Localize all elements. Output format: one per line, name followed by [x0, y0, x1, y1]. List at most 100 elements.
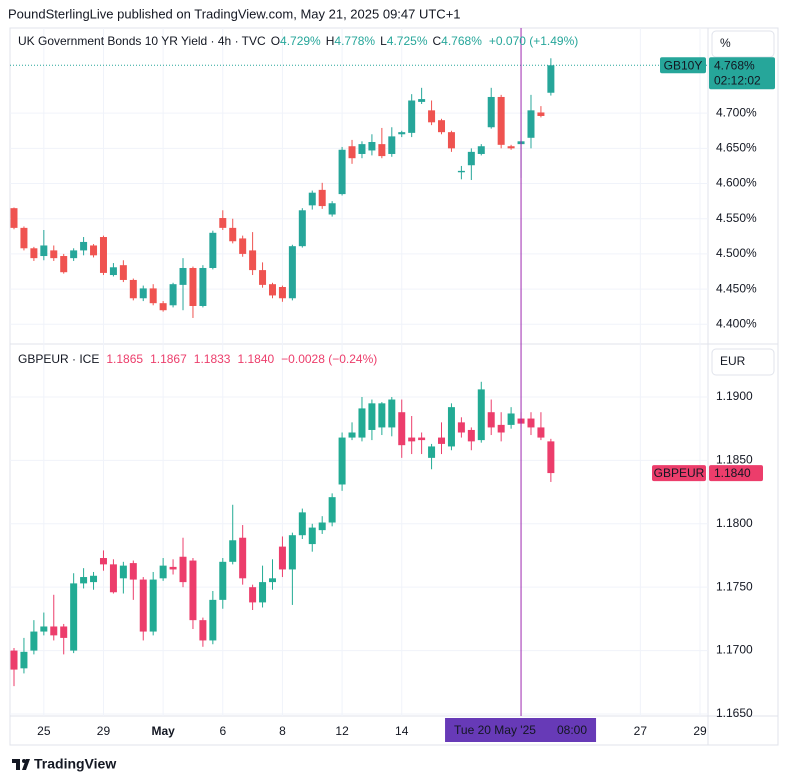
candle-body	[487, 96, 495, 128]
grid	[10, 28, 708, 716]
candle-body	[328, 497, 336, 523]
footer-brand: TradingView	[34, 756, 116, 772]
candle-body	[467, 429, 475, 442]
candle-body	[268, 284, 276, 296]
candle-body	[378, 403, 386, 428]
y-tick-label: 1.1750	[716, 579, 753, 593]
candle-body	[70, 583, 78, 651]
candle-body	[408, 100, 416, 133]
candle-body	[418, 99, 426, 102]
legend-value: 4.725%	[387, 34, 428, 48]
candle-body	[378, 144, 386, 157]
candle-body	[338, 437, 346, 485]
candle-body	[219, 561, 227, 600]
frame	[9, 27, 779, 746]
symbol-tag	[660, 57, 706, 74]
candle-body	[328, 203, 336, 215]
candle-body	[239, 238, 247, 254]
y-tick-label: 1.1800	[716, 516, 753, 530]
price-label: 1.1840	[714, 466, 751, 480]
candle-body	[219, 218, 227, 228]
legend-value: 4.778%	[334, 34, 375, 48]
legend-change: −0.0028 (−0.24%)	[281, 352, 377, 366]
candle-body	[368, 142, 376, 151]
candle-body	[90, 575, 98, 583]
candle-body	[259, 582, 267, 603]
candle-body	[457, 170, 465, 173]
unit-box	[711, 348, 775, 376]
candle-body	[288, 535, 296, 570]
candle-body	[497, 424, 505, 433]
candle-body	[398, 132, 406, 135]
candle-body	[527, 110, 535, 138]
candle-body	[20, 227, 28, 249]
price-tag	[709, 465, 763, 482]
candle-body	[229, 540, 237, 562]
candle-body	[507, 146, 515, 149]
header-text: PoundSterlingLive published on TradingVi…	[8, 6, 461, 21]
legend-key: C	[433, 34, 442, 48]
x-tick-label: 14	[395, 724, 409, 738]
candle-body	[477, 146, 485, 154]
candle-body	[447, 407, 455, 447]
y-tick-label: 4.450%	[716, 281, 757, 295]
candle-body	[149, 288, 157, 304]
candle-body	[487, 412, 495, 428]
candle-body	[249, 587, 257, 603]
y-tick-label: 1.1650	[716, 706, 753, 720]
symbol-label: GBPEUR	[654, 466, 705, 480]
candle-body	[358, 144, 366, 154]
candle-body	[547, 441, 555, 474]
candle-body	[388, 399, 396, 428]
candle-body	[40, 245, 48, 257]
candle-body	[199, 267, 207, 306]
candle-body	[129, 279, 137, 299]
price-label: 4.768%	[714, 58, 755, 72]
symbol-label: GB10Y	[664, 58, 703, 72]
crosshair-date: Tue 20 May '25	[454, 723, 536, 737]
candle-body	[139, 288, 147, 299]
candle-body	[457, 422, 465, 433]
candle-body	[159, 565, 167, 579]
candle-body	[189, 267, 197, 306]
candle-body	[368, 403, 376, 430]
candle-body	[30, 631, 38, 651]
candle-body	[428, 110, 436, 123]
price-tag	[709, 57, 775, 90]
candle-body	[318, 189, 326, 207]
y-tick-label: 1.1850	[716, 453, 753, 467]
x-tick-label: 6	[219, 724, 226, 738]
candle-body	[278, 286, 286, 299]
legend-value: 4.729%	[280, 34, 321, 48]
candle-body	[60, 256, 68, 273]
legend-value: 1.1833	[194, 352, 231, 366]
candle-body	[348, 432, 356, 438]
candle-body	[318, 522, 326, 531]
unit-box	[711, 30, 775, 58]
candle-body	[10, 650, 18, 670]
legend-value: 1.1865	[106, 352, 143, 366]
candle-body	[30, 248, 38, 259]
symbol-tag	[652, 465, 706, 482]
candle-body	[159, 303, 167, 311]
candle-body	[179, 556, 187, 583]
y-tick-label: 4.550%	[716, 211, 757, 225]
candle-body	[20, 651, 28, 669]
candle-body	[268, 578, 276, 583]
candle-body	[80, 577, 88, 584]
legend: UK Government Bonds 10 YR Yield · 4h · T…	[18, 34, 578, 48]
y-tick-label: 4.400%	[716, 316, 757, 330]
candle-body	[109, 564, 117, 593]
x-tick-label: 27	[634, 724, 648, 738]
labels: 25 29 May 6 8 12 14 27 29 4.400% 4.450% 4.500% 4.550…	[18, 30, 775, 742]
candle-body	[80, 241, 88, 251]
axis-unit: %	[720, 36, 731, 50]
candle-body	[358, 408, 366, 438]
candle-body	[40, 626, 48, 632]
candle-body	[388, 136, 396, 154]
legend-key: O	[271, 34, 280, 48]
candle-body	[99, 558, 107, 565]
y-tick-label: 4.650%	[716, 141, 757, 155]
candle-body	[189, 560, 197, 621]
